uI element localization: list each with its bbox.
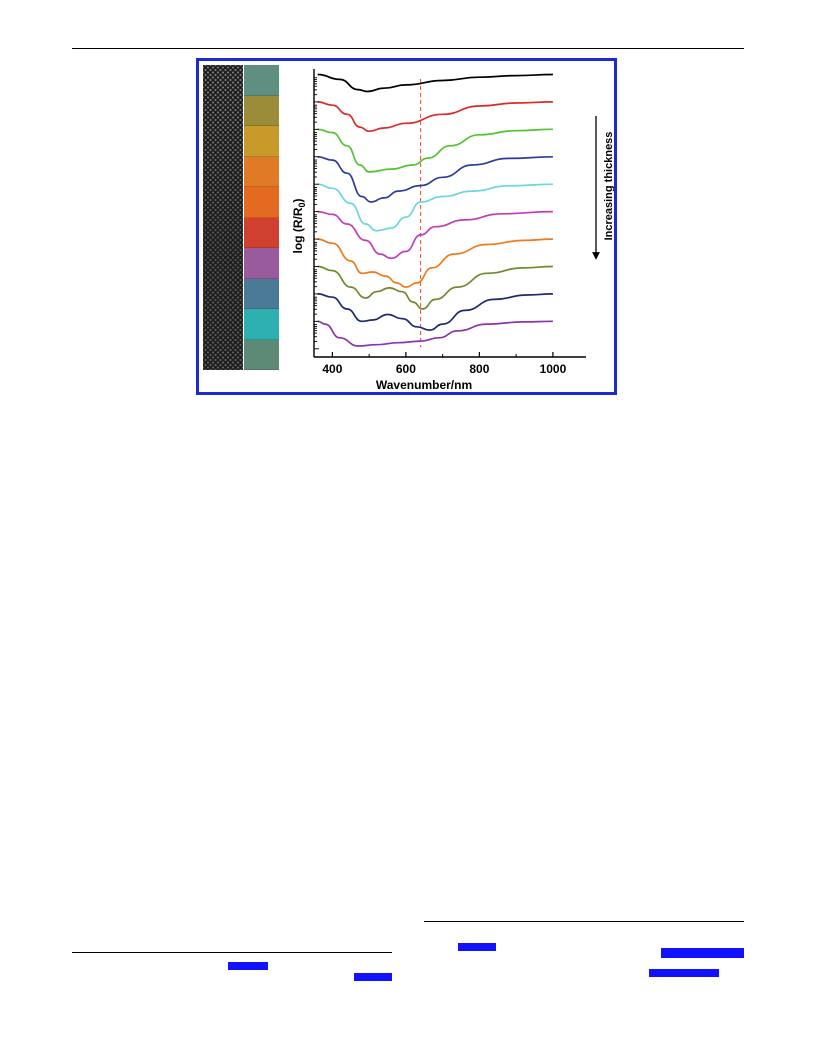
- x-tick-label: 600: [396, 362, 416, 376]
- series-line: [317, 101, 553, 133]
- citation-link[interactable]: [649, 969, 719, 977]
- plot-axes-frame: [313, 69, 586, 358]
- x-tick-label: 400: [322, 362, 342, 376]
- sample-photo-strip: [203, 65, 279, 370]
- color-swatch: [244, 248, 279, 279]
- series-line: [317, 238, 553, 288]
- series-line: [317, 155, 553, 203]
- series-line: [317, 293, 553, 331]
- color-swatch: [244, 278, 279, 309]
- color-swatch: [244, 156, 279, 187]
- x-axis-label: Wavenumber/nm: [376, 378, 472, 392]
- x-tick-label: 1000: [540, 362, 567, 376]
- y-axis-label-close: ): [291, 198, 305, 202]
- citation-link[interactable]: [661, 948, 744, 958]
- color-swatch: [244, 126, 279, 157]
- series-line: [317, 183, 553, 232]
- header-rule: [72, 48, 744, 49]
- color-swatch: [244, 65, 279, 96]
- color-swatch-column: [244, 65, 279, 370]
- footnote-rule-right: [424, 921, 744, 922]
- reflectance-figure: 400 600 800 1000 Wavenumber/nm log (R/R0) I…: [196, 58, 617, 395]
- series-group: [317, 73, 553, 347]
- series-line: [317, 265, 553, 310]
- reflectance-chart: 400 600 800 1000 Wavenumber/nm log (R/R0) I…: [291, 69, 614, 392]
- citation-link[interactable]: [354, 973, 392, 981]
- increasing-thickness-label: Increasing thickness: [603, 132, 614, 241]
- color-swatch: [244, 217, 279, 248]
- series-line: [317, 73, 553, 93]
- color-swatch: [244, 187, 279, 218]
- y-axis-label-subscript: 0: [297, 202, 307, 207]
- footnote-rule-left: [72, 952, 392, 953]
- tick-group: 400 600 800 1000: [314, 77, 567, 376]
- series-line: [317, 320, 553, 347]
- x-tick-label: 800: [469, 362, 489, 376]
- color-swatch: [244, 309, 279, 340]
- citation-link[interactable]: [228, 962, 268, 970]
- sem-micrograph-image: [203, 65, 243, 370]
- series-line: [317, 210, 553, 260]
- series-line: [317, 128, 553, 173]
- y-axis-label: log (R/R0): [291, 198, 307, 253]
- color-swatch: [244, 95, 279, 126]
- citation-link[interactable]: [458, 943, 496, 951]
- color-swatch: [244, 339, 279, 370]
